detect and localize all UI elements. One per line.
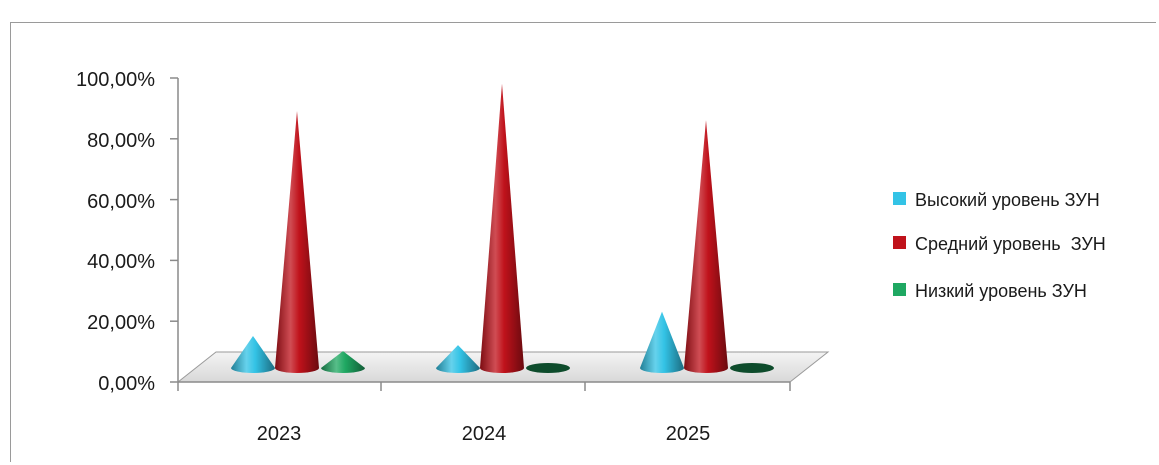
y-axis-ticks xyxy=(170,77,178,383)
cone-2025-series-2 xyxy=(730,363,774,373)
legend-label-medium: Средний уровень ЗУН xyxy=(915,234,1106,254)
cone-body xyxy=(480,83,524,373)
legend-swatch-medium xyxy=(893,236,906,249)
cone-2024-series-2 xyxy=(526,363,570,373)
legend: Высокий уровень ЗУН Средний уровень ЗУН … xyxy=(893,190,1106,301)
cone-series xyxy=(231,83,774,374)
cone-flat-base xyxy=(730,363,774,373)
cone-body xyxy=(275,111,319,373)
cone-2023-series-1 xyxy=(275,111,319,373)
y-tick-label-40: 40,00% xyxy=(87,251,155,273)
cone-body xyxy=(231,335,275,373)
y-tick-label-20: 20,00% xyxy=(87,312,155,334)
y-tick-label-100: 100,00% xyxy=(76,69,155,91)
legend-swatch-low xyxy=(893,283,906,296)
legend-label-high: Высокий уровень ЗУН xyxy=(915,190,1100,210)
cone-body xyxy=(436,345,480,373)
x-tick-label-2025: 2025 xyxy=(666,423,711,445)
x-tick-label-2023: 2023 xyxy=(257,423,302,445)
chart-frame xyxy=(10,22,1156,462)
cone-2023-series-0 xyxy=(231,335,275,373)
x-axis-ticks xyxy=(177,382,791,391)
y-tick-label-0: 0,00% xyxy=(98,373,155,395)
x-tick-label-2024: 2024 xyxy=(462,423,507,445)
cone-2025-series-0 xyxy=(640,311,684,373)
cone-body xyxy=(321,351,365,373)
cone-2024-series-0 xyxy=(436,345,480,373)
cone-flat-base xyxy=(526,363,570,373)
cone-2024-series-1 xyxy=(480,83,524,373)
cone-2023-series-2 xyxy=(321,351,365,373)
legend-label-low: Низкий уровень ЗУН xyxy=(915,281,1087,301)
y-tick-label-60: 60,00% xyxy=(87,191,155,213)
cone-2025-series-1 xyxy=(684,120,728,374)
cone-body xyxy=(684,120,728,374)
cone-body xyxy=(640,311,684,373)
legend-swatch-high xyxy=(893,192,906,205)
y-tick-label-80: 80,00% xyxy=(87,130,155,152)
